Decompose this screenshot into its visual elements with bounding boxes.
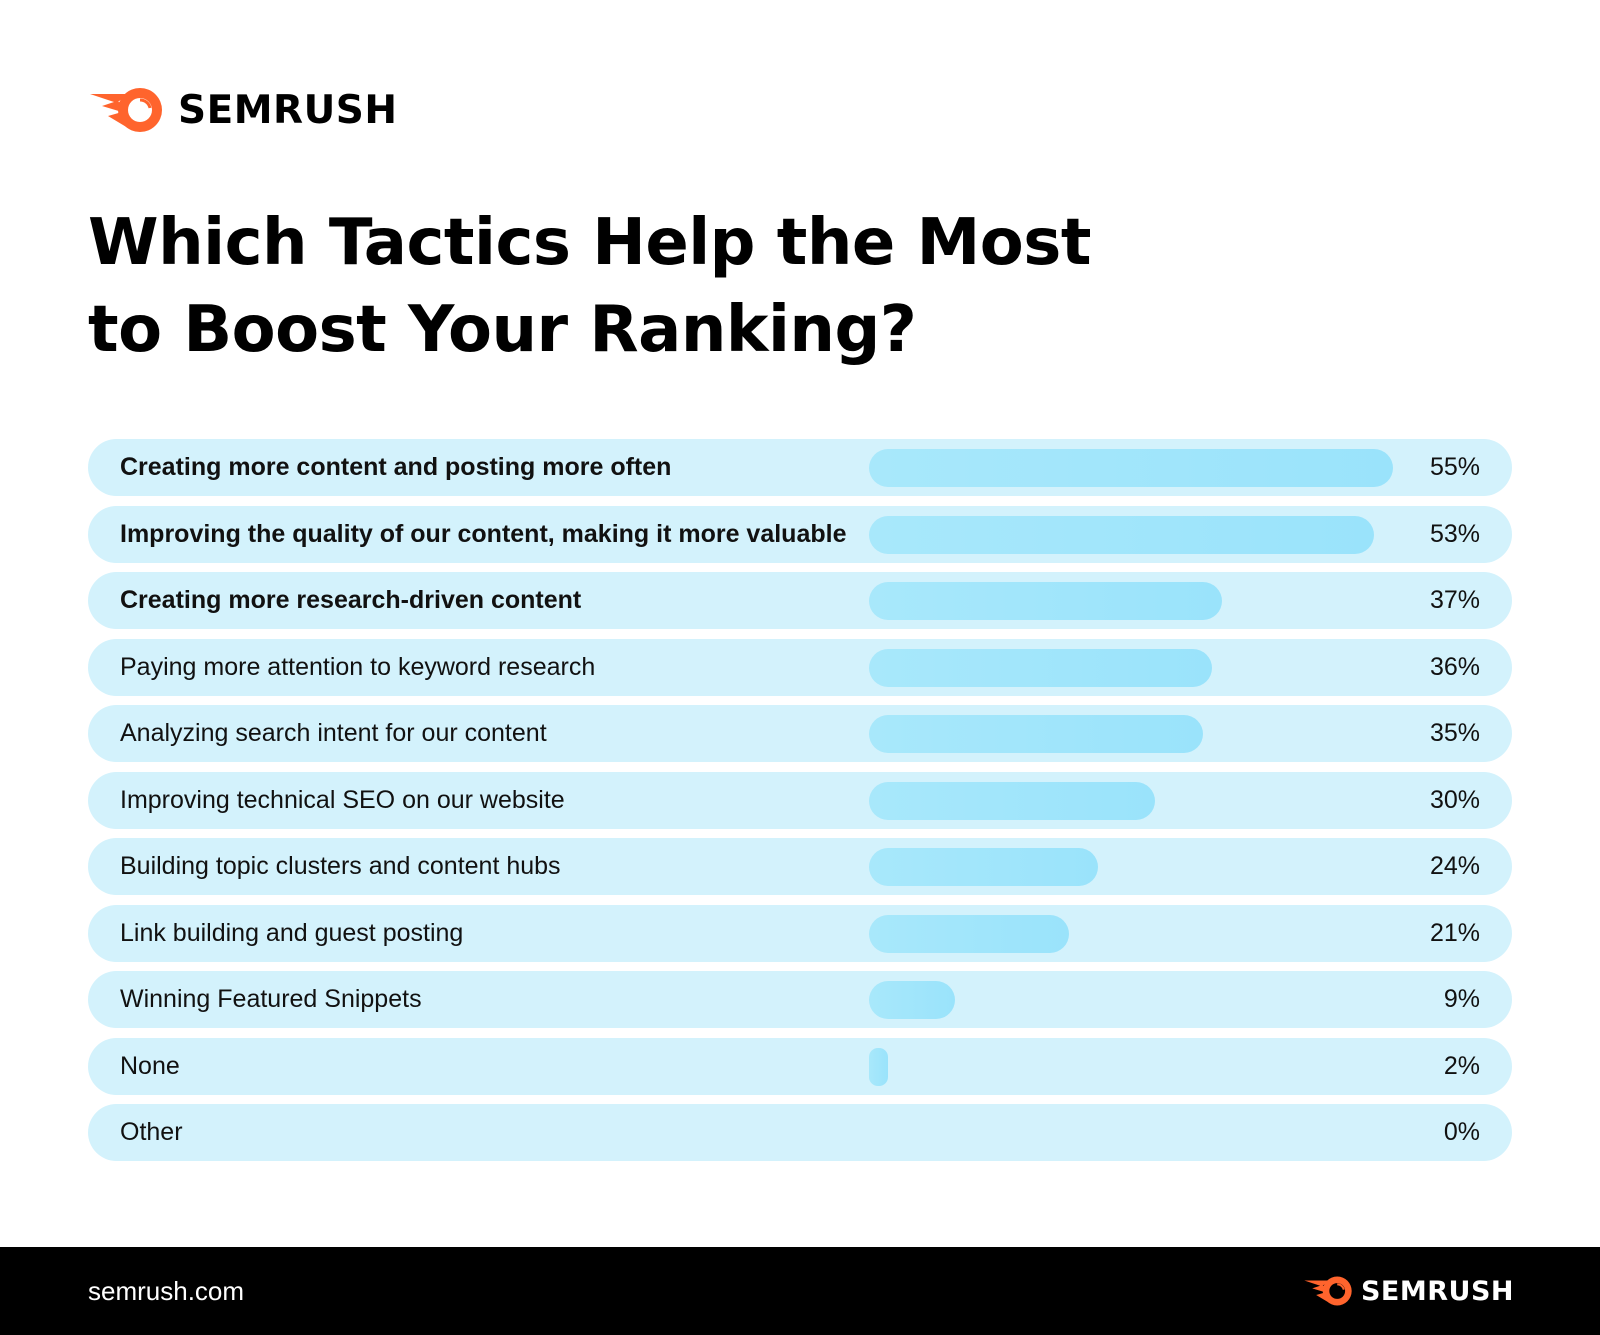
bar bbox=[869, 1047, 889, 1086]
footer-url: semrush.com bbox=[88, 1276, 245, 1306]
bar bbox=[869, 981, 955, 1019]
bar-row: Building topic clusters and content hubs… bbox=[88, 838, 1512, 895]
bar-row: Winning Featured Snippets 9% bbox=[88, 971, 1512, 1028]
category-label: Winning Featured Snippets bbox=[120, 985, 422, 1013]
bar bbox=[869, 914, 1070, 953]
title-line-2: to Boost Your Ranking? bbox=[88, 293, 917, 367]
value-label: 37% bbox=[1429, 586, 1480, 614]
category-label: Improving the quality of our content, ma… bbox=[120, 519, 847, 548]
category-label: Building topic clusters and content hubs bbox=[120, 852, 561, 880]
bar-row: Improving technical SEO on our website 30… bbox=[88, 771, 1512, 829]
value-label: 35% bbox=[1429, 719, 1480, 747]
category-label: Creating more content and posting more o… bbox=[120, 453, 672, 481]
category-label: Analyzing search intent for our content bbox=[120, 719, 547, 747]
bar-row: Paying more attention to keyword researc… bbox=[88, 638, 1512, 696]
value-label: 36% bbox=[1429, 652, 1480, 681]
bar-row: Analyzing search intent for our content 3… bbox=[88, 705, 1512, 762]
bar bbox=[869, 715, 1203, 753]
value-label: 30% bbox=[1429, 785, 1480, 814]
bar bbox=[869, 848, 1098, 886]
semrush-logo: SEMRUSH bbox=[88, 86, 397, 134]
bar-row: Other 0% bbox=[88, 1104, 1512, 1161]
category-label: None bbox=[120, 1051, 180, 1080]
category-label: Paying more attention to keyword researc… bbox=[120, 652, 596, 681]
value-label: 55% bbox=[1429, 453, 1480, 481]
footer-logo: SEMRUSH bbox=[1303, 1275, 1514, 1307]
footer-logo-text: SEMRUSH bbox=[1360, 1275, 1514, 1307]
bar-row: Link building and guest posting 21% bbox=[88, 904, 1512, 962]
bar bbox=[869, 449, 1394, 487]
logo-text: SEMRUSH bbox=[178, 87, 398, 133]
semrush-fireball-icon bbox=[90, 88, 162, 132]
bar-row: Improving the quality of our content, ma… bbox=[88, 505, 1512, 563]
category-label: Other bbox=[120, 1118, 183, 1146]
value-label: 9% bbox=[1443, 985, 1480, 1013]
category-label: Improving technical SEO on our website bbox=[120, 785, 565, 814]
bar bbox=[869, 582, 1222, 620]
bar-row: Creating more research-driven content 37% bbox=[88, 572, 1512, 629]
bar bbox=[869, 648, 1213, 687]
bar-row: Creating more content and posting more o… bbox=[88, 439, 1512, 496]
bar bbox=[869, 781, 1155, 820]
value-label: 21% bbox=[1429, 918, 1480, 947]
semrush-fireball-icon bbox=[1304, 1276, 1352, 1306]
bar bbox=[869, 515, 1375, 554]
value-label: 2% bbox=[1443, 1051, 1480, 1080]
footer: semrush.com SEMRUSH bbox=[0, 1247, 1600, 1335]
title-line-1: Which Tactics Help the Most bbox=[88, 206, 1091, 280]
bar-row: None 2% bbox=[88, 1037, 1512, 1095]
value-label: 24% bbox=[1429, 852, 1480, 880]
category-label: Creating more research-driven content bbox=[120, 586, 582, 614]
value-label: 0% bbox=[1443, 1118, 1480, 1146]
value-label: 53% bbox=[1429, 519, 1480, 548]
category-label: Link building and guest posting bbox=[120, 918, 464, 947]
chart-title: Which Tactics Help the Most to Boost You… bbox=[88, 200, 1091, 374]
